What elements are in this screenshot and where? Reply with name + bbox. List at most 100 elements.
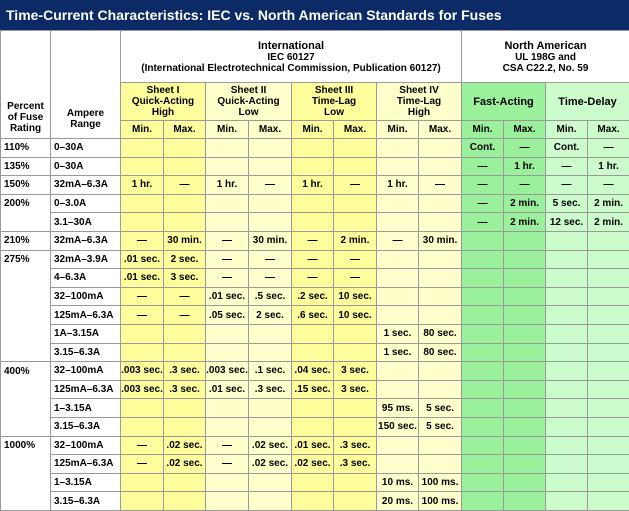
sheet-line: Sheet III [292, 85, 376, 96]
value-cell [419, 269, 462, 288]
percent-label: Rating [1, 123, 50, 134]
value-cell: — [546, 157, 588, 176]
value-cell [546, 324, 588, 343]
value-cell: 100 ms. [419, 492, 462, 511]
value-cell: — [164, 306, 206, 325]
percent-cell [1, 417, 51, 436]
range-cell: 32–100mA [51, 362, 121, 381]
value-cell: — [462, 157, 504, 176]
value-cell: 2 sec. [164, 250, 206, 269]
value-cell [334, 417, 377, 436]
value-cell: — [206, 269, 249, 288]
value-cell [164, 473, 206, 492]
iec-line: (International Electrotechnical Commissi… [121, 63, 461, 74]
value-cell: 3 sec. [334, 362, 377, 381]
value-cell [292, 213, 334, 232]
value-cell [462, 399, 504, 418]
value-cell: — [164, 176, 206, 195]
value-cell [588, 231, 629, 250]
value-cell [334, 492, 377, 511]
sheet-line: Quick-Acting [206, 96, 291, 107]
value-cell [121, 194, 164, 213]
range-cell: 1A–3.15A [51, 324, 121, 343]
value-cell: — [588, 176, 629, 195]
value-cell [292, 194, 334, 213]
value-cell [164, 343, 206, 362]
value-cell [588, 269, 629, 288]
sheet-line: Low [292, 107, 376, 118]
value-cell [334, 157, 377, 176]
value-cell [462, 380, 504, 399]
value-cell [121, 324, 164, 343]
value-cell [462, 324, 504, 343]
value-cell: .02 sec. [292, 455, 334, 474]
value-cell [462, 417, 504, 436]
value-cell: — [419, 176, 462, 195]
value-cell [377, 157, 419, 176]
value-cell: 150 sec. [377, 417, 419, 436]
value-cell [164, 492, 206, 511]
value-cell [588, 399, 629, 418]
value-cell [334, 343, 377, 362]
value-cell [121, 157, 164, 176]
value-cell [206, 492, 249, 511]
value-cell: .01 sec. [121, 269, 164, 288]
value-cell: — [334, 269, 377, 288]
value-cell [462, 343, 504, 362]
value-cell [419, 213, 462, 232]
value-cell [504, 287, 546, 306]
value-cell [546, 231, 588, 250]
value-cell [121, 492, 164, 511]
range-cell: 32mA–6.3A [51, 231, 121, 250]
iec-line: IEC 60127 [121, 52, 461, 63]
percent-cell: 200% [1, 194, 51, 213]
value-cell: .3 sec. [334, 455, 377, 474]
percent-cell [1, 269, 51, 288]
value-cell: — [206, 436, 249, 455]
value-cell [504, 362, 546, 381]
value-cell: 20 ms. [377, 492, 419, 511]
value-cell [377, 306, 419, 325]
range-cell: 32–100mA [51, 436, 121, 455]
value-cell [334, 399, 377, 418]
value-cell: — [121, 436, 164, 455]
value-cell [206, 473, 249, 492]
percent-cell [1, 492, 51, 511]
value-cell: 1 hr. [292, 176, 334, 195]
value-cell: 100 ms. [419, 473, 462, 492]
range-cell: 1–3.15A [51, 473, 121, 492]
value-cell: 2 min. [334, 231, 377, 250]
value-cell: 30 min. [419, 231, 462, 250]
value-cell [419, 436, 462, 455]
value-cell [292, 343, 334, 362]
data-row: 125mA–6.3A.003 sec..3 sec..01 sec..3 sec… [1, 380, 629, 399]
value-cell: — [292, 250, 334, 269]
value-cell: — [546, 176, 588, 195]
data-row: 135%0–30A—1 hr.—1 hr. [1, 157, 629, 176]
value-cell [504, 231, 546, 250]
value-cell: .02 sec. [164, 455, 206, 474]
value-cell: .3 sec. [334, 436, 377, 455]
sheet-line: Time-Lag [377, 96, 461, 107]
range-cell: 32–100mA [51, 287, 121, 306]
value-cell [206, 399, 249, 418]
value-cell [249, 492, 292, 511]
value-cell [292, 473, 334, 492]
range-cell: 125mA–6.3A [51, 380, 121, 399]
value-cell: .3 sec. [164, 380, 206, 399]
na-line: UL 198G and [462, 52, 629, 63]
value-cell: — [462, 194, 504, 213]
value-cell: 1 hr. [121, 176, 164, 195]
value-cell [419, 139, 462, 158]
min-max-header: Max. [504, 121, 546, 139]
min-max-header: Min. [292, 121, 334, 139]
value-cell: 95 ms. [377, 399, 419, 418]
value-cell: — [206, 250, 249, 269]
